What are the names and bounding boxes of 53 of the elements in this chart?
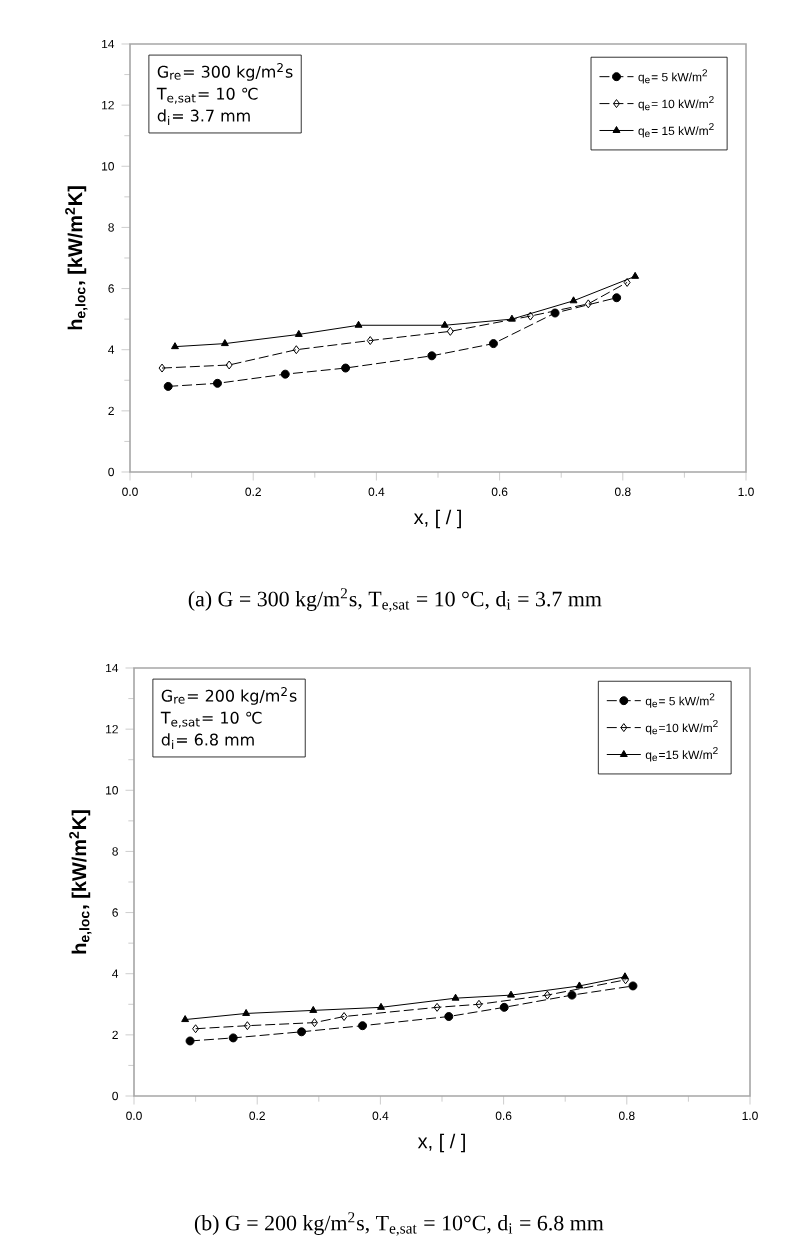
- point: [440, 320, 449, 328]
- point: [631, 271, 640, 279]
- point: [507, 990, 515, 998]
- x-axis-title: x, [ / ]: [413, 509, 461, 529]
- point: [158, 363, 166, 373]
- point: [612, 293, 622, 303]
- point: [294, 329, 303, 337]
- point: [185, 1036, 195, 1046]
- point: [543, 990, 551, 1000]
- y-axis-title: h$_{e,loc}$, [kW/m$^{2}$K]: [65, 186, 88, 330]
- point: [569, 296, 578, 304]
- point: [507, 314, 516, 322]
- y-axis-title: h$_{e,loc}$, [kW/m$^{2}$K]: [69, 810, 92, 954]
- point: [354, 320, 363, 328]
- point: [340, 1012, 348, 1021]
- point: [499, 1002, 509, 1012]
- point: [280, 369, 290, 379]
- x-axis-title: x, [ / ]: [417, 1133, 465, 1153]
- point: [444, 1012, 454, 1021]
- point: [171, 342, 179, 350]
- point: [446, 326, 454, 336]
- point: [488, 339, 498, 349]
- point: [550, 308, 560, 318]
- point: [311, 1018, 318, 1028]
- point: [181, 1015, 190, 1023]
- point: [567, 990, 577, 1000]
- point: [225, 360, 233, 370]
- point: [575, 981, 584, 989]
- point: [526, 311, 534, 321]
- point: [366, 336, 374, 346]
- point: [427, 351, 437, 361]
- point: [292, 345, 300, 355]
- point: [584, 299, 592, 309]
- text: (a) G = 300 kg/m$^{2}$s, T$_{e,sat}$ = 10 °C, d$_{i}$ = 3.7 mm: [188, 588, 602, 612]
- point: [475, 999, 483, 1009]
- point: [192, 1024, 200, 1034]
- point: [242, 1008, 251, 1016]
- point: [628, 981, 638, 991]
- point: [243, 1021, 251, 1031]
- point: [358, 1021, 368, 1031]
- point: [297, 1027, 307, 1037]
- point: [377, 1002, 385, 1010]
- point: [212, 378, 222, 388]
- point: [163, 381, 173, 391]
- point: [621, 972, 629, 980]
- point: [623, 277, 631, 287]
- point: [228, 1033, 238, 1043]
- point: [433, 1002, 441, 1012]
- point: [220, 339, 229, 347]
- point: [451, 993, 460, 1001]
- text: (b) G = 200 kg/m$^{2}$s, T$_{e,sat}$ = 10°C, d$_{i}$ = 6.8 mm: [194, 1212, 604, 1236]
- point: [309, 1005, 318, 1013]
- point: [341, 363, 351, 373]
